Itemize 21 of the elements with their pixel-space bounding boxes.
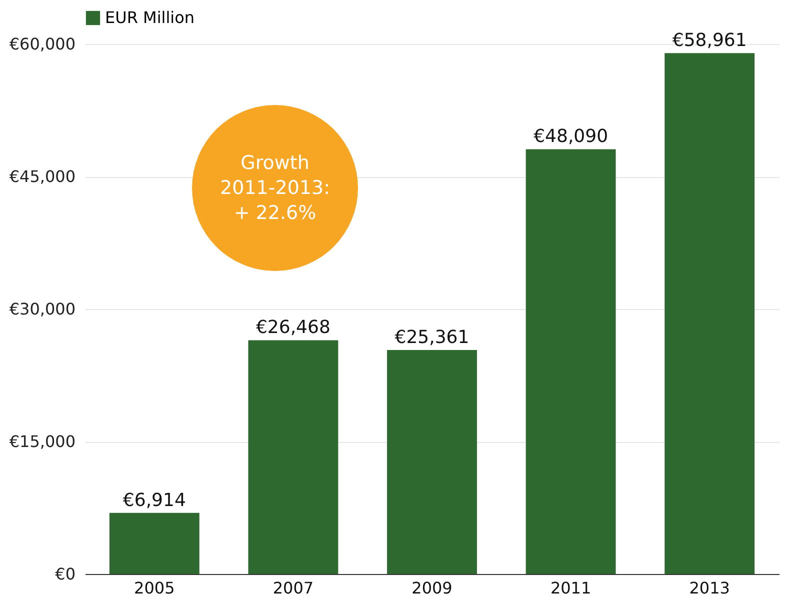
y-tick-label: €15,000 [9,432,76,451]
data-label: €48,090 [534,126,608,148]
y-tick-label: €0 [55,564,76,584]
bar [248,340,338,574]
bar [387,350,477,574]
legend-label: EUR Million [105,8,195,27]
bar [664,53,755,574]
data-label: €26,468 [256,317,330,338]
y-tick-label: €30,000 [9,300,76,318]
x-tick-label: 2013 [689,578,730,598]
y-tick-label: €60,000 [9,34,76,54]
x-tick-label: 2009 [412,578,452,598]
data-label: €58,961 [672,30,747,52]
x-tick-label: 2007 [272,578,314,598]
bar [109,512,200,574]
data-label: €6,914 [122,490,186,511]
data-label: €25,361 [394,326,470,348]
x-tick-label: 2011 [550,578,592,598]
y-tick-label: €45,000 [9,167,76,186]
x-tick-label: 2005 [134,578,175,598]
bar [526,149,616,574]
